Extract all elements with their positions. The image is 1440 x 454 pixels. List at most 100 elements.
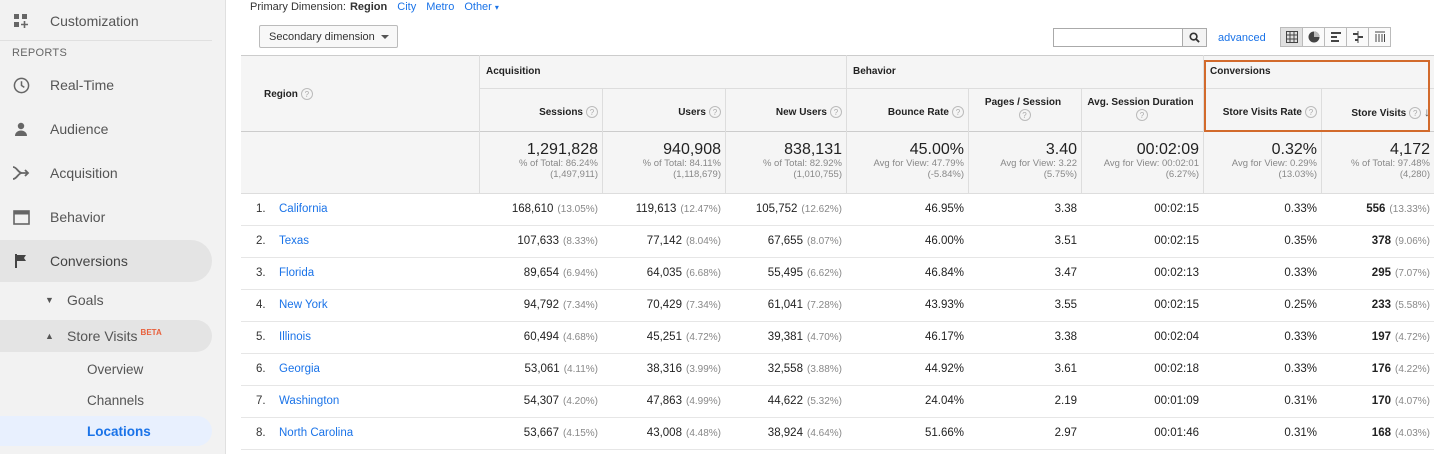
cell-users: 77,142 (8.04%) bbox=[647, 235, 721, 247]
dimension-option-city[interactable]: City bbox=[397, 1, 417, 13]
cell-value: 556 bbox=[1366, 203, 1386, 215]
cell-value: 61,041 bbox=[767, 299, 803, 311]
sidebar-item-label: Channels bbox=[87, 392, 145, 408]
cell-percent: (13.05%) bbox=[557, 204, 598, 215]
cell-value: 3.61 bbox=[1054, 363, 1077, 375]
region-link[interactable]: Washington bbox=[279, 395, 340, 407]
column-header-sessions[interactable]: Sessions? bbox=[480, 106, 598, 119]
help-icon[interactable]: ? bbox=[952, 106, 964, 119]
comparison-view-button[interactable] bbox=[1346, 27, 1369, 47]
region-link[interactable]: California bbox=[279, 203, 328, 215]
total-base: (-5.84%) bbox=[927, 169, 964, 180]
cell-value: 233 bbox=[1371, 299, 1391, 311]
region-link[interactable]: Georgia bbox=[279, 363, 320, 375]
sidebar-item-realtime[interactable]: Real-Time bbox=[0, 64, 212, 106]
sidebar-item-acquisition[interactable]: Acquisition bbox=[0, 152, 212, 194]
row-index: 5. bbox=[256, 331, 266, 343]
region-link[interactable]: New York bbox=[279, 299, 328, 311]
cell-percent: (7.07%) bbox=[1394, 268, 1430, 279]
sidebar-item-goals[interactable]: ▼ Goals bbox=[0, 284, 212, 316]
column-header-users[interactable]: Users? bbox=[603, 106, 721, 119]
cell-value: 89,654 bbox=[523, 267, 559, 279]
column-header-pages-session[interactable]: Pages / Session? bbox=[969, 96, 1077, 122]
cell-percent: (3.88%) bbox=[806, 364, 842, 375]
column-header-bounce-rate[interactable]: Bounce Rate? bbox=[847, 106, 964, 119]
pie-view-button[interactable] bbox=[1302, 27, 1325, 47]
sidebar-item-audience[interactable]: Audience bbox=[0, 108, 212, 150]
column-header-label: Sessions bbox=[539, 107, 583, 118]
region-link[interactable]: Florida bbox=[279, 267, 315, 279]
dimension-option-other[interactable]: Other ▾ bbox=[464, 1, 499, 13]
cell-pages: 3.38 bbox=[1055, 331, 1077, 343]
table-row: 7. Washington 54,307 (4.20%) 47,863 (4.99%) 44… bbox=[241, 386, 1434, 418]
pivot-view-button[interactable] bbox=[1368, 27, 1391, 47]
cell-value: 00:02:04 bbox=[1154, 331, 1199, 343]
help-icon[interactable]: ? bbox=[300, 88, 313, 101]
cell-percent: (6.68%) bbox=[685, 268, 721, 279]
help-icon[interactable]: ? bbox=[830, 106, 842, 119]
cell-percent: (7.34%) bbox=[685, 300, 721, 311]
table-view-button[interactable] bbox=[1280, 27, 1303, 47]
primary-dimension-current[interactable]: Region bbox=[349, 1, 388, 13]
advanced-filter-link[interactable]: advanced bbox=[1218, 32, 1266, 44]
cell-duration: 00:02:15 bbox=[1154, 203, 1199, 215]
column-header-store-visits[interactable]: Store Visits? ↓ bbox=[1322, 106, 1430, 120]
column-header-label: Avg. Session Duration bbox=[1087, 97, 1194, 108]
help-icon[interactable]: ? bbox=[1136, 109, 1148, 122]
cell-value: 3.47 bbox=[1054, 267, 1077, 279]
region-link[interactable]: North Carolina bbox=[279, 427, 354, 439]
sidebar-item-channels[interactable]: Channels bbox=[0, 385, 212, 415]
cell-bounce: 51.66% bbox=[925, 427, 964, 439]
secondary-dimension-dropdown[interactable]: Secondary dimension bbox=[259, 25, 398, 48]
sidebar-item-customization[interactable]: Customization bbox=[0, 0, 212, 42]
row-index: 6. bbox=[256, 363, 266, 375]
cell-value: 00:02:15 bbox=[1154, 203, 1199, 215]
column-header-avg-session-duration[interactable]: Avg. Session Duration? bbox=[1082, 96, 1199, 122]
cell-duration: 00:02:15 bbox=[1154, 235, 1199, 247]
cell-percent: (9.06%) bbox=[1394, 236, 1430, 247]
table-row: 2. Texas 107,633 (8.33%) 77,142 (8.04%) 67,655… bbox=[241, 226, 1434, 258]
bar-view-button[interactable] bbox=[1324, 27, 1347, 47]
cell-value: 43,008 bbox=[646, 427, 682, 439]
search-button[interactable] bbox=[1183, 28, 1207, 47]
region-link[interactable]: Texas bbox=[279, 235, 310, 247]
sidebar-item-label: Goals bbox=[67, 292, 104, 308]
cell-value: 00:01:46 bbox=[1154, 427, 1199, 439]
sidebar-item-store-visits[interactable]: ▲ Store Visits BETA bbox=[0, 320, 212, 352]
cell-value: 168,610 bbox=[511, 203, 554, 215]
total-value: 45.00% bbox=[909, 141, 964, 158]
row-index: 8. bbox=[256, 427, 266, 439]
cell-bounce: 46.00% bbox=[925, 235, 964, 247]
help-icon[interactable]: ? bbox=[1018, 109, 1031, 122]
dimension-option-metro[interactable]: Metro bbox=[426, 1, 455, 13]
column-header-store-visits-rate[interactable]: Store Visits Rate? bbox=[1204, 106, 1317, 119]
cell-value: 170 bbox=[1371, 395, 1391, 407]
sidebar-item-label: Acquisition bbox=[50, 165, 118, 181]
cell-pages: 2.97 bbox=[1055, 427, 1077, 439]
sidebar-item-conversions[interactable]: Conversions bbox=[0, 240, 212, 282]
column-header-label: New Users bbox=[775, 107, 827, 118]
cell-duration: 00:02:18 bbox=[1154, 363, 1199, 375]
total-comparison: % of Total: 82.92% bbox=[762, 158, 842, 169]
total-value: 940,908 bbox=[663, 141, 721, 158]
sidebar-item-locations[interactable]: Locations bbox=[0, 416, 212, 446]
cell-value: 77,142 bbox=[646, 235, 682, 247]
total-base: (1,118,679) bbox=[673, 169, 721, 180]
help-icon[interactable]: ? bbox=[586, 106, 598, 119]
cell-percent: (4.48%) bbox=[685, 428, 721, 439]
column-header-region[interactable]: Region? bbox=[264, 88, 313, 101]
help-icon[interactable]: ? bbox=[1305, 106, 1317, 119]
column-header-new-users[interactable]: New Users? bbox=[726, 106, 842, 119]
help-icon[interactable]: ? bbox=[1409, 107, 1422, 120]
sidebar-item-behavior[interactable]: Behavior bbox=[0, 196, 212, 238]
cell-sv-rate: 0.33% bbox=[1284, 363, 1317, 375]
table-search-input[interactable] bbox=[1053, 28, 1183, 47]
total-comparison: Avg for View: 47.79% bbox=[873, 158, 964, 169]
region-link[interactable]: Illinois bbox=[279, 331, 311, 343]
cell-sv-rate: 0.33% bbox=[1284, 331, 1317, 343]
cell-new-users: 55,495 (6.62%) bbox=[768, 267, 842, 279]
sidebar-item-overview[interactable]: Overview bbox=[0, 354, 212, 384]
help-icon[interactable]: ? bbox=[709, 106, 721, 119]
cell-new-users: 61,041 (7.28%) bbox=[768, 299, 842, 311]
cell-percent: (13.33%) bbox=[1389, 204, 1430, 215]
